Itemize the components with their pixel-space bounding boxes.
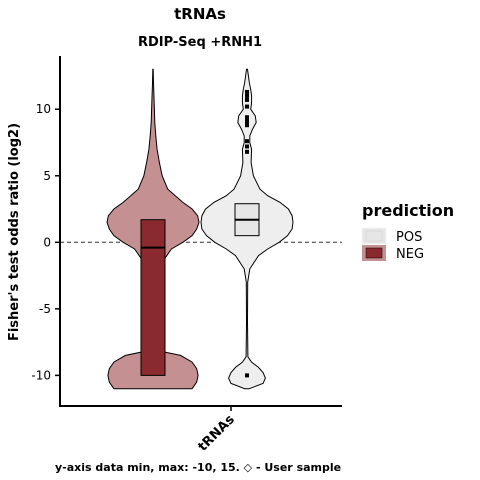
legend-title: prediction [362, 201, 454, 220]
outlier-pos-11 [245, 89, 249, 94]
chart-title: tRNAs [174, 5, 226, 23]
outlier-pos-9 [245, 97, 249, 102]
legend-item-pos: POS [361, 227, 422, 245]
outlier-pos-7 [245, 115, 249, 120]
y-tick-label-5: 5 [43, 169, 51, 183]
y-tick-label--10: -10 [31, 368, 51, 382]
outlier-pos-3 [245, 139, 249, 144]
y-tick-label--5: -5 [39, 302, 51, 316]
x-tick-label-0: tRNAs [195, 412, 238, 455]
legend-label-neg: NEG [396, 247, 424, 262]
legend-item-neg: NEG [362, 245, 424, 262]
box-neg [140, 219, 166, 376]
outlier-pos-5 [245, 120, 249, 125]
plot-area: -10 -5 0 5 10 tRNAs [31, 56, 342, 455]
legend-label-pos: POS [396, 230, 422, 245]
y-tick-label-0: 0 [43, 235, 51, 249]
chart-subtitle: RDIP-Seq +RNH1 [138, 35, 262, 50]
outlier-pos-8 [245, 104, 249, 109]
outlier-pos-6 [245, 117, 249, 122]
outlier-pos-1 [245, 149, 249, 154]
outlier-pos-0 [245, 373, 249, 378]
y-axis-title: Fisher's test odds ratio (log2) [7, 123, 22, 341]
outlier-pos-10 [245, 93, 249, 98]
y-tick-label-10: 10 [36, 102, 51, 116]
outlier-pos-2 [245, 144, 249, 149]
chart-caption: y-axis data min, max: -10, 15. ◇ - User … [55, 461, 341, 474]
outlier-pos-4 [245, 123, 249, 128]
